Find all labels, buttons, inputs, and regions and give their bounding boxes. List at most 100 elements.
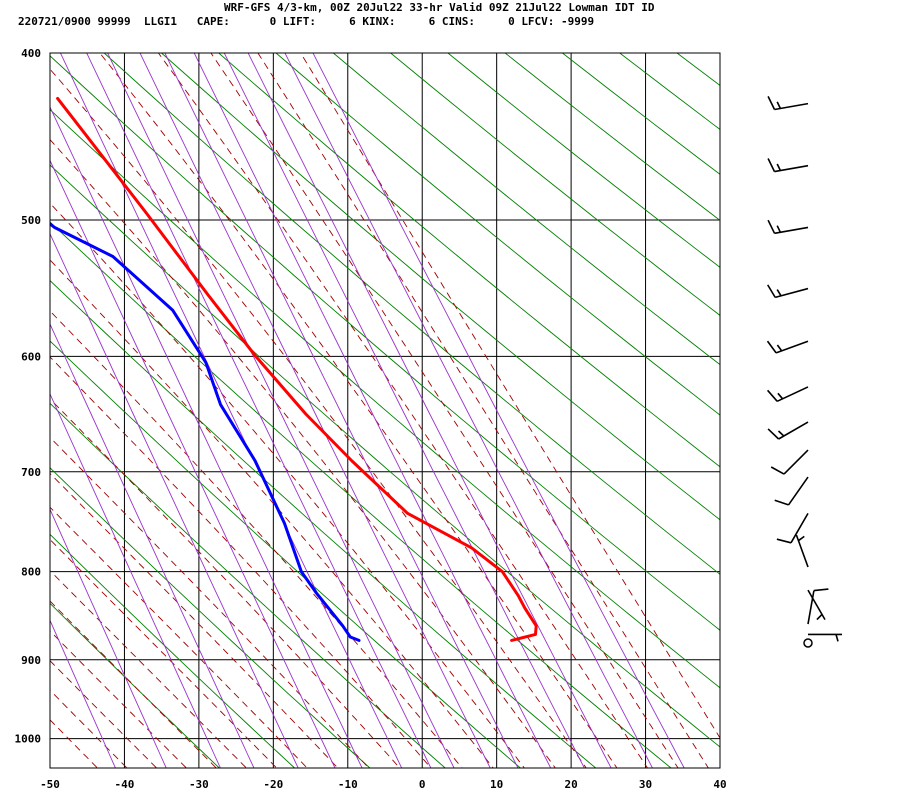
mixing-ratio-line <box>50 619 116 768</box>
wind-barb <box>795 534 809 568</box>
moist-adiabat <box>210 53 679 768</box>
wind-barb-flag <box>766 340 777 354</box>
wind-barb-staff <box>795 534 809 568</box>
moist-adiabat <box>50 538 278 768</box>
wind-barb <box>803 638 813 648</box>
moist-adiabat <box>50 660 158 768</box>
wind-barb-staff <box>807 590 815 625</box>
wind-barb-staff <box>775 340 809 354</box>
wind-barb-staff <box>783 449 809 475</box>
mixing-ratio-line <box>107 53 455 768</box>
dry-adiabat <box>618 53 720 130</box>
wind-barb <box>770 449 809 475</box>
moist-adiabat <box>50 472 339 768</box>
wind-barb-staff <box>787 476 809 506</box>
wind-barb-half-flag <box>777 430 785 437</box>
wind-barb-half-flag <box>776 101 782 109</box>
moist-adiabat <box>50 202 525 768</box>
dewpoint-profile-line <box>50 221 361 642</box>
sounding-profiles <box>50 96 538 642</box>
dry-adiabat <box>50 467 371 768</box>
wind-barb-half-flag <box>776 344 783 352</box>
temperature-profile-line <box>56 96 538 642</box>
wind-barb <box>766 386 809 403</box>
x-tick-label: 10 <box>490 778 503 791</box>
wind-barb-half-flag <box>776 163 782 171</box>
mixing-ratio-line <box>139 53 491 768</box>
dry-adiabat <box>332 53 720 366</box>
dry-adiabat <box>50 221 672 768</box>
x-tick-label: -10 <box>338 778 358 791</box>
wind-barb-half-flag <box>776 289 782 297</box>
wind-barb-staff <box>776 386 809 403</box>
moist-adiabat <box>50 600 217 768</box>
moist-adiabat <box>50 356 432 768</box>
pressure-tick-label: 600 <box>21 350 41 363</box>
pressure-tick-label: 500 <box>21 214 41 227</box>
wind-barb-flag <box>774 499 789 506</box>
pressure-tick-label: 900 <box>21 654 41 667</box>
wind-barb-staff <box>807 589 826 620</box>
wind-barb <box>767 96 809 111</box>
wind-barb-flag <box>767 219 776 234</box>
mixing-ratio-line <box>247 53 612 768</box>
moist-adiabat <box>257 53 709 768</box>
dry-adiabat <box>50 280 597 768</box>
wind-barb <box>767 158 809 173</box>
wind-barb <box>767 284 809 299</box>
mixing-ratio-line <box>50 159 336 768</box>
moist-adiabat <box>50 139 556 768</box>
x-tick-label: -50 <box>40 778 60 791</box>
wind-barb-flag <box>776 538 792 544</box>
pressure-tick-label: 800 <box>21 566 41 579</box>
x-tick-label: -40 <box>115 778 135 791</box>
wind-barb-staff <box>778 421 809 440</box>
x-tick-label: 30 <box>639 778 652 791</box>
pressure-tick-label: 700 <box>21 466 41 479</box>
dry-adiabat <box>50 340 522 768</box>
wind-barb-half-flag <box>835 634 839 642</box>
plot-frame <box>49 52 721 769</box>
wind-barb-flag <box>767 284 776 298</box>
wind-barb <box>767 421 809 440</box>
wind-barb <box>807 633 843 642</box>
mixing-ratio-line <box>50 232 299 768</box>
station-indices-line: 220721/0900 99999 LLGI1 CAPE: 0 LIFT: 6 … <box>18 15 595 28</box>
wind-barb-half-flag <box>797 535 805 542</box>
moist-adiabat <box>50 506 308 768</box>
wind-barb-half-flag <box>816 613 823 621</box>
wind-barb-flag <box>766 389 778 402</box>
wind-barb-flag <box>767 428 780 440</box>
wind-barb <box>767 219 809 235</box>
moist-adiabat <box>50 398 401 768</box>
mixing-ratio-line <box>164 53 519 768</box>
dry-adiabat <box>561 53 720 175</box>
mixing-ratio-line <box>193 53 552 768</box>
mixing-ratio-line <box>50 323 255 768</box>
mixing-ratio-line <box>50 392 221 768</box>
wind-barb-half-flag <box>777 392 784 400</box>
moist-adiabat <box>50 310 463 768</box>
x-tick-label: 20 <box>564 778 577 791</box>
dry-adiabat <box>50 109 720 689</box>
wind-barb <box>766 340 809 354</box>
dry-adiabat <box>50 533 296 768</box>
wind-barb-flag <box>767 158 776 172</box>
dry-adiabat <box>389 53 720 316</box>
wind-barb-flag <box>767 96 776 110</box>
x-tick-label: 40 <box>713 778 726 791</box>
wind-barbs <box>766 96 843 648</box>
mixing-ratio-line <box>86 53 432 768</box>
mixing-ratio-line <box>223 53 585 768</box>
wind-barb-half-flag <box>776 225 782 233</box>
dry-adiabat <box>447 53 720 268</box>
moist-adiabat <box>50 689 128 768</box>
x-tick-label: -20 <box>263 778 283 791</box>
wind-barb <box>776 512 809 544</box>
axis-tick-labels: -50 -40 -30 -20 -10 0 10 20 30 40 400 500 600 700 800 9… <box>15 47 727 791</box>
chart-title-line-1: WRF-GFS 4/3-km, 00Z 20Jul22 33-hr Valid … <box>224 1 655 14</box>
mixing-ratio-line <box>50 106 363 768</box>
